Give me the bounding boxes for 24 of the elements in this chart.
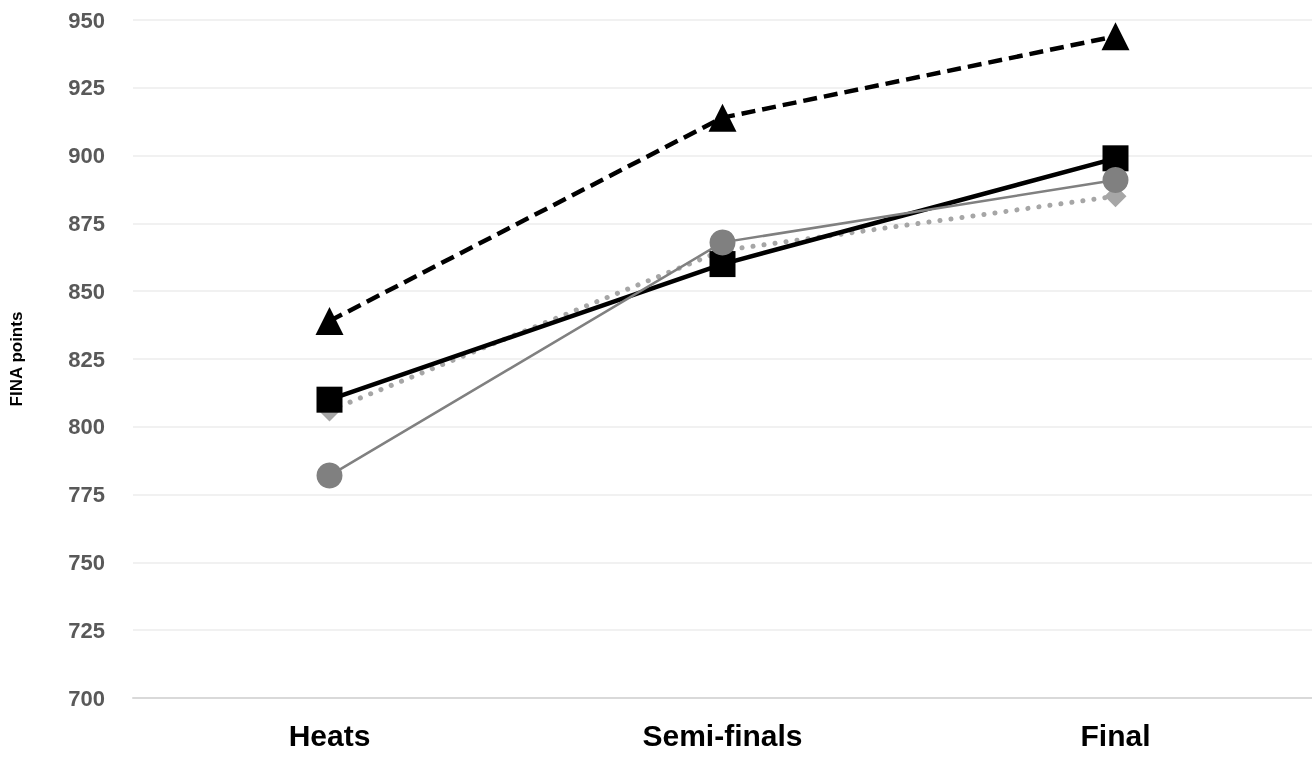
point bbox=[316, 462, 343, 489]
y-tick-label: 750 bbox=[68, 549, 105, 575]
y-axis-title: FINA points bbox=[7, 311, 26, 407]
x-tick-label: Semi-finals bbox=[642, 718, 803, 752]
x-tick-label: Heats bbox=[288, 718, 371, 752]
y-tick-label: 875 bbox=[68, 210, 105, 236]
y-tick-label: 850 bbox=[68, 278, 105, 304]
point bbox=[708, 103, 737, 132]
point bbox=[709, 229, 736, 256]
y-tick-label: 800 bbox=[68, 414, 105, 440]
point bbox=[1102, 145, 1129, 172]
point bbox=[1101, 22, 1130, 51]
x-tick-label: Final bbox=[1080, 718, 1151, 752]
y-tick-label: 775 bbox=[68, 482, 105, 508]
point bbox=[1102, 167, 1129, 193]
y-tick-label: 725 bbox=[68, 617, 105, 643]
point bbox=[316, 386, 343, 413]
y-tick-label: 700 bbox=[68, 685, 105, 711]
y-tick-label: 925 bbox=[68, 75, 105, 101]
y-tick-label: 825 bbox=[68, 346, 105, 372]
y-tick-label: 950 bbox=[68, 7, 105, 33]
y-tick-label: 900 bbox=[68, 143, 105, 169]
point bbox=[709, 251, 736, 278]
point bbox=[315, 307, 344, 336]
